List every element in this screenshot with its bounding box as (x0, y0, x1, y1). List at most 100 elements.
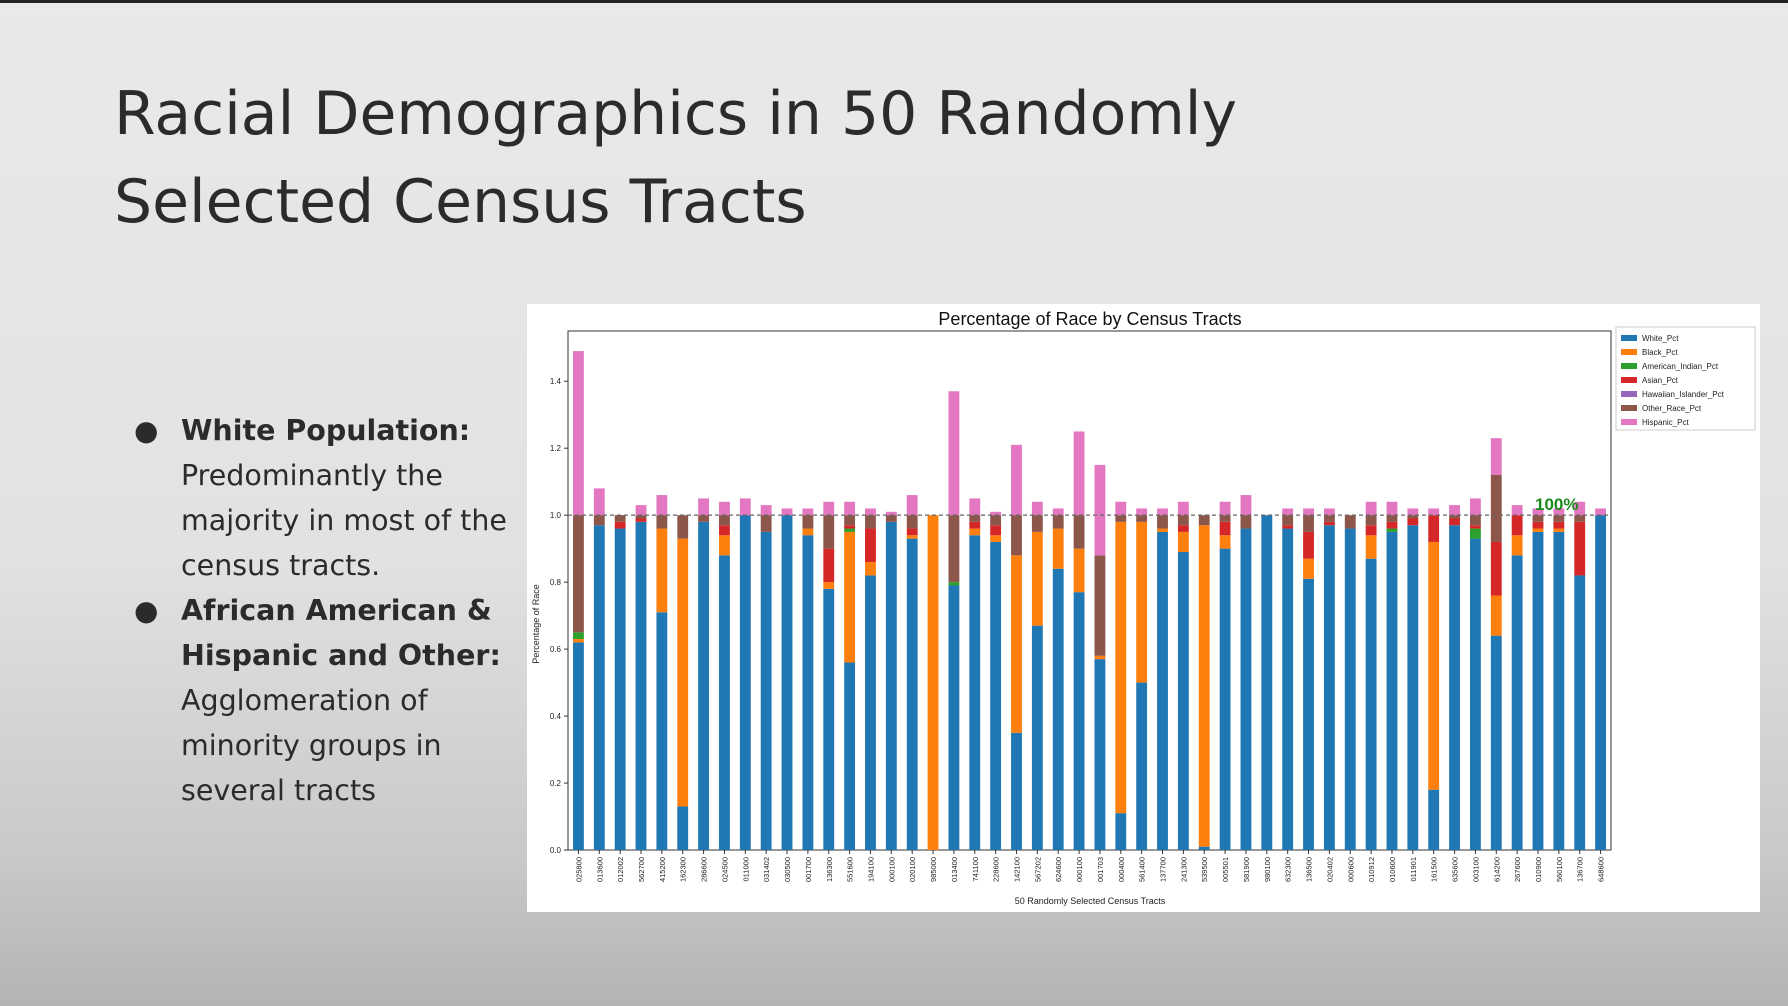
bar-segment (844, 501, 856, 516)
bullet-heading: Hispanic and Other: (181, 639, 501, 672)
bar-segment (1469, 525, 1481, 529)
bullet-text-line: minority groups in (181, 729, 442, 762)
annotation-100-percent: 100% (1535, 495, 1578, 514)
y-tick-label: 1.4 (550, 377, 562, 386)
bar-segment (1157, 531, 1168, 850)
plot-area: 0.0 0.2 0.4 0.6 0.8 1.0 1.2 1.4 025800 013600 0120… (550, 330, 1612, 882)
bar-segment (844, 525, 856, 529)
bar-segment (573, 639, 584, 643)
bar-segment (1490, 595, 1502, 636)
x-tick-label: 562700 (637, 857, 646, 882)
bar-segment (1282, 528, 1294, 850)
bar-segment (1052, 528, 1064, 569)
bar-segment (1157, 528, 1168, 532)
bar-segment (1011, 444, 1022, 516)
top-border (0, 0, 1788, 3)
bar-segment (906, 515, 918, 529)
bar-segment (1073, 431, 1085, 516)
bar-segment (1052, 508, 1064, 516)
bar-segment (698, 498, 710, 516)
bar-segment (1240, 515, 1252, 529)
x-tick-label: 228600 (992, 857, 1001, 882)
bar-segment (1240, 528, 1252, 850)
legend-swatch (1621, 419, 1637, 425)
bar-segment (1303, 515, 1314, 532)
bar-segment (844, 528, 856, 532)
bullet-text-line: Predominantly the (181, 459, 443, 492)
bar-segment (1094, 655, 1106, 660)
bar-segment (1094, 464, 1106, 556)
x-tick-label: 011901 (1409, 857, 1418, 881)
bar-segment (677, 538, 689, 807)
bar-segment (1094, 659, 1106, 850)
bar-segment (802, 515, 814, 529)
bullet-dot-icon: ● (134, 414, 159, 447)
y-tick-label: 1.2 (550, 444, 562, 453)
bar-segment (1469, 498, 1481, 516)
bar-segment (969, 521, 981, 529)
x-tick-label: 001703 (1096, 857, 1105, 882)
bar-segment (1574, 575, 1586, 850)
bar-segment (1386, 521, 1398, 529)
bar-segment (1407, 518, 1419, 526)
legend-swatch (1621, 391, 1637, 397)
bar-segment (1511, 555, 1523, 850)
bar-segment (948, 515, 960, 583)
bar-segment (1490, 635, 1502, 850)
bullet-dot-icon: ● (134, 594, 159, 627)
bar-segment (1323, 508, 1335, 516)
legend-label: American_Indian_Pct (1642, 362, 1719, 371)
bullet-list: ● White Population: Predominantly the ma… (130, 408, 530, 813)
bar-segment (865, 515, 876, 529)
bullet-text-line: census tracts. (181, 549, 381, 582)
legend-swatch (1621, 377, 1637, 383)
x-tick-label: 005501 (1221, 857, 1230, 882)
legend-label: Black_Pct (1642, 348, 1678, 357)
x-tick-label: 136700 (1576, 857, 1585, 882)
bar-segment (1011, 555, 1022, 733)
x-tick-label: 635600 (1451, 857, 1460, 882)
x-tick-label: 136300 (825, 857, 834, 882)
bar-segment (1177, 531, 1189, 552)
bar-segment (656, 495, 668, 516)
bar-segment (698, 515, 710, 522)
bar-segment (1595, 515, 1606, 850)
bar-segment (927, 515, 939, 850)
bar-segment (1449, 525, 1460, 850)
bar-segment (906, 538, 918, 850)
bar-segment (1177, 501, 1189, 516)
x-tick-label: 011000 (741, 857, 750, 881)
bar-segment (1574, 501, 1586, 516)
bar-segment (948, 582, 960, 586)
bar-segment (885, 515, 897, 522)
bar-segment (593, 515, 605, 526)
bar-segment (573, 632, 584, 640)
y-tick-label: 0.8 (550, 578, 562, 587)
bar-segment (1449, 505, 1460, 516)
slide-title: Racial Demographics in 50 Randomly Selec… (114, 70, 1314, 246)
bar-segment (1365, 558, 1377, 850)
x-tick-label: 000400 (1117, 857, 1126, 882)
bar-segment (969, 498, 981, 516)
bar-segment (1490, 474, 1502, 542)
bullet-heading: African American & (181, 594, 492, 627)
bar-segment (1011, 515, 1022, 556)
x-tick-label: 025800 (574, 857, 583, 882)
bar-segment (1511, 505, 1523, 516)
bar-segment (885, 511, 897, 516)
legend-swatch (1621, 349, 1637, 355)
bar-segment (1469, 528, 1481, 539)
bar-segment (844, 531, 856, 663)
bar-segment (656, 612, 668, 850)
bar-segment (1157, 515, 1168, 529)
legend-box (1615, 326, 1756, 431)
bar-segment (719, 525, 730, 536)
slide-title-line-2: Selected Census Tracts (114, 167, 807, 237)
bar-segment (802, 508, 814, 516)
bar-segment (802, 535, 814, 850)
x-tick-label: 980100 (1263, 857, 1272, 882)
x-tick-label: 020402 (1325, 857, 1334, 882)
bar-segment (1532, 508, 1544, 516)
bar-segment (1198, 515, 1210, 526)
legend-label: Other_Race_Pct (1642, 404, 1702, 413)
